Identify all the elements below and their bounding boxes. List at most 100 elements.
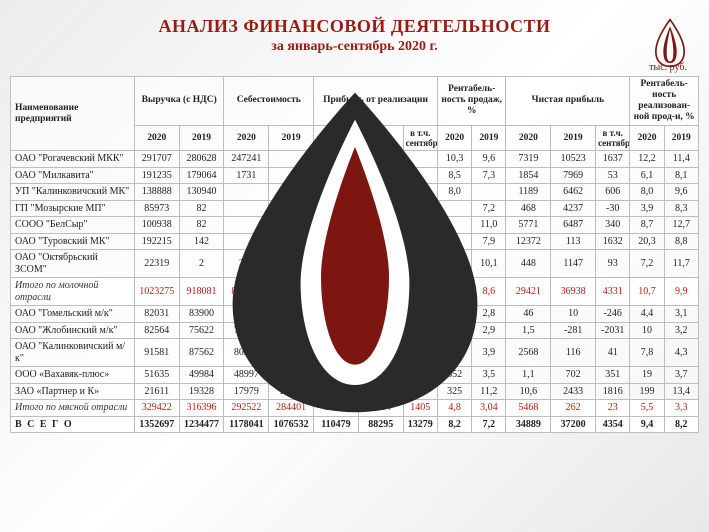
cell-value: 4,4	[630, 306, 664, 323]
cell-value: 2,9	[472, 322, 506, 339]
cell-value: 9,6	[472, 151, 506, 168]
cell-value	[403, 167, 437, 184]
table-row: ОАО "Октябрьский ЗСОМ"22319226410,144811…	[11, 250, 699, 278]
cell-value: 4,8	[437, 400, 471, 417]
cell-value: 547	[403, 339, 437, 367]
cell-value	[314, 383, 359, 400]
cell-value: 4354	[596, 416, 630, 433]
cell-value: 1637	[596, 151, 630, 168]
cell-value	[314, 339, 359, 367]
cell-name: Итого по молочной отрасли	[11, 278, 135, 306]
cell-value: 12,7	[664, 217, 698, 234]
cell-value	[269, 151, 314, 168]
cell-value	[314, 217, 359, 234]
cell-value: 8,2	[437, 416, 471, 433]
unit-label: тыс. руб.	[649, 62, 687, 73]
cell-value: 13,4	[664, 383, 698, 400]
cell-value: 10,1	[472, 250, 506, 278]
th-year: 2019	[269, 125, 314, 151]
cell-value: 82564	[134, 322, 179, 339]
cell-value: 1,1	[506, 367, 551, 384]
cell-value: 351	[596, 367, 630, 384]
cell-value: 8,7	[630, 217, 664, 234]
table-row: УП "Калинковичский МК"1388881309408,0118…	[11, 184, 699, 201]
cell-value	[358, 250, 403, 278]
cell-value	[403, 200, 437, 217]
cell-name: ООО «Вахавяк-плюс»	[11, 367, 135, 384]
cell-value	[314, 167, 359, 184]
cell-value: 10523	[551, 151, 596, 168]
cell-value: 11,7	[664, 250, 698, 278]
cell-value: 53	[596, 167, 630, 184]
cell-value	[314, 233, 359, 250]
cell-value: 130940	[179, 184, 224, 201]
cell-value: 11,4	[664, 151, 698, 168]
cell-name: ГП "Мозырские МП"	[11, 200, 135, 217]
cell-value: 11,0	[472, 217, 506, 234]
cell-value: 7,8	[630, 339, 664, 367]
th-year: 2020	[506, 125, 551, 151]
th-year: 2019	[551, 125, 596, 151]
cell-value	[437, 200, 471, 217]
finance-table-wrap: Наименование предприятий Выручка (с НДС)…	[10, 76, 699, 433]
table-row: ОАО "Калинковичский м/к"9158187562802267…	[11, 339, 699, 367]
cell-value: 11,2	[472, 383, 506, 400]
cell-value: 36938	[551, 278, 596, 306]
cell-value: 113	[551, 233, 596, 250]
cell-value: 138888	[134, 184, 179, 201]
cell-value: 87562	[179, 339, 224, 367]
cell-value: 2	[179, 250, 224, 278]
cell-name: ОАО "Рогачевский МКК"	[11, 151, 135, 168]
cell-value	[403, 217, 437, 234]
cell-value: 15974	[314, 400, 359, 417]
cell-value: 83900	[179, 306, 224, 323]
table-body: ОАО "Рогачевский МКК"2917072806282472411…	[11, 151, 699, 433]
cell-value: 1,5	[506, 322, 551, 339]
table-row: ОАО "Милкавита"19123517906417318,57,3185…	[11, 167, 699, 184]
cell-value: 10,6	[506, 383, 551, 400]
cell-value: 325	[437, 383, 471, 400]
cell-value: 49984	[179, 367, 224, 384]
cell-value: 5771	[506, 217, 551, 234]
cell-value: 9,2	[437, 278, 471, 306]
th-year: 2019	[179, 125, 224, 151]
cell-value	[269, 184, 314, 201]
cell-value: 2568	[506, 339, 551, 367]
cell-value: 7969	[551, 167, 596, 184]
th-year: 2020	[437, 125, 471, 151]
cell-value: 6,8	[437, 339, 471, 367]
cell-value: 1076532	[269, 416, 314, 433]
cell-value: 340	[596, 217, 630, 234]
th-year: 2020	[224, 125, 269, 151]
cell-value	[358, 151, 403, 168]
cell-value	[314, 306, 359, 323]
cell-value	[437, 217, 471, 234]
cell-value: 606	[596, 184, 630, 201]
cell-value: 29421	[506, 278, 551, 306]
cell-value: 93	[596, 250, 630, 278]
cell-value: 16001	[269, 383, 314, 400]
cell-name: ЗАО «Партнер и К»	[11, 383, 135, 400]
cell-value: 37200	[551, 416, 596, 433]
cell-value: 9,4	[630, 416, 664, 433]
cell-value	[437, 233, 471, 250]
cell-value: 4331	[596, 278, 630, 306]
table-row: ОАО "Туровский МК"1922151427,91237211316…	[11, 233, 699, 250]
table-row: ГП "Мозырские МП"85973827,24684237-303,9…	[11, 200, 699, 217]
cell-value: 75622	[179, 322, 224, 339]
cell-value	[358, 306, 403, 323]
cell-value: 8,0	[630, 184, 664, 201]
th-margin: Рентабель-ность продаж, %	[437, 77, 506, 126]
cell-value: 8,3	[664, 200, 698, 217]
cell-value	[358, 322, 403, 339]
cell-value: 21611	[134, 383, 179, 400]
cell-value	[269, 233, 314, 250]
cell-value: 4,3	[664, 339, 698, 367]
cell-value: 1405	[403, 400, 437, 417]
cell-value: 2,8	[472, 306, 506, 323]
cell-value: -246	[596, 306, 630, 323]
cell-name: ОАО "Калинковичский м/к"	[11, 339, 135, 367]
cell-value: 192215	[134, 233, 179, 250]
th-extra: в т.ч. сентябрь	[403, 125, 437, 151]
cell-value: 10	[630, 322, 664, 339]
